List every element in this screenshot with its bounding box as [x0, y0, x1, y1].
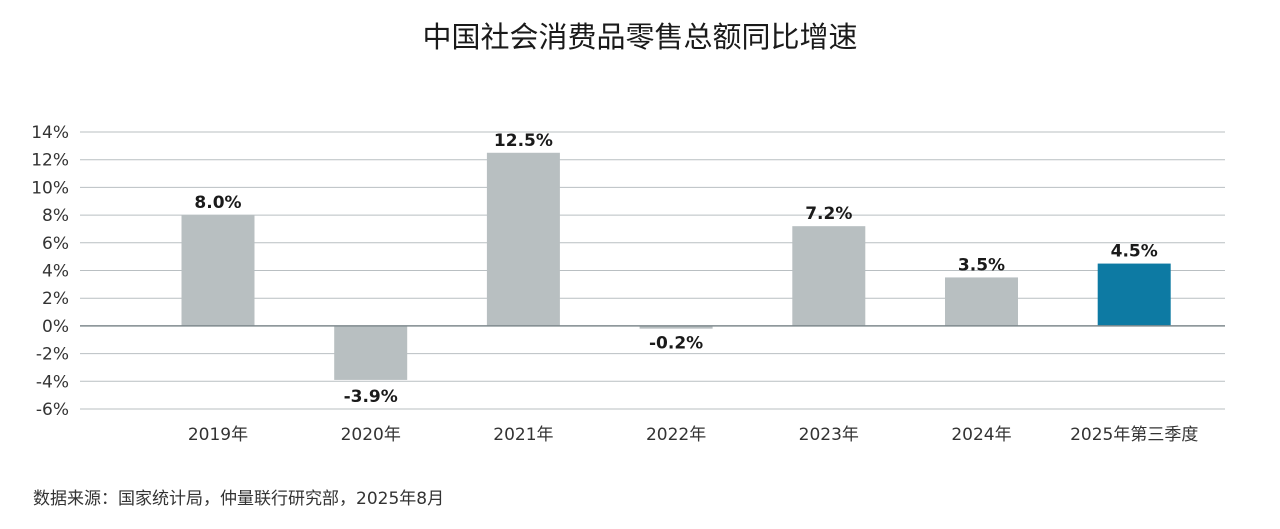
y-tick-label: 0% [42, 317, 69, 337]
x-tick-label: 2020年 [341, 425, 401, 445]
bar [486, 152, 560, 326]
bar [792, 226, 866, 326]
data-label: 7.2% [805, 204, 852, 224]
data-label: 8.0% [194, 193, 241, 213]
data-label: 12.5% [494, 131, 553, 151]
x-tick-label: 2023年 [799, 425, 859, 445]
y-tick-label: 6% [42, 234, 69, 254]
y-tick-label: -4% [36, 372, 69, 392]
x-tick-label: 2025年第三季度 [1070, 425, 1198, 445]
bar [639, 325, 713, 329]
bar [1097, 263, 1171, 326]
y-tick-label: 14% [31, 123, 69, 143]
x-tick-label: 2019年 [188, 425, 248, 445]
chart-title: 中国社会消费品零售总额同比增速 [422, 20, 858, 54]
bar [181, 215, 255, 326]
y-tick-label: 8% [42, 206, 69, 226]
bar [945, 277, 1018, 326]
data-label: -3.9% [344, 387, 398, 407]
data-label: 4.5% [1111, 242, 1158, 262]
data-label: -0.2% [649, 334, 703, 354]
y-tick-label: 10% [31, 178, 69, 198]
bar [334, 325, 408, 380]
y-tick-label: 2% [42, 289, 69, 309]
x-tick-label: 2024年 [951, 425, 1011, 445]
y-tick-label: 4% [42, 262, 69, 282]
y-tick-label: 12% [31, 151, 69, 171]
y-tick-label: -2% [36, 345, 69, 365]
x-tick-label: 2022年 [646, 425, 706, 445]
source-note: 数据来源：国家统计局，仲量联行研究部，2025年8月 [33, 489, 445, 509]
y-tick-label: -6% [36, 400, 69, 420]
data-label: 3.5% [958, 255, 1005, 275]
x-tick-label: 2021年 [493, 425, 553, 445]
